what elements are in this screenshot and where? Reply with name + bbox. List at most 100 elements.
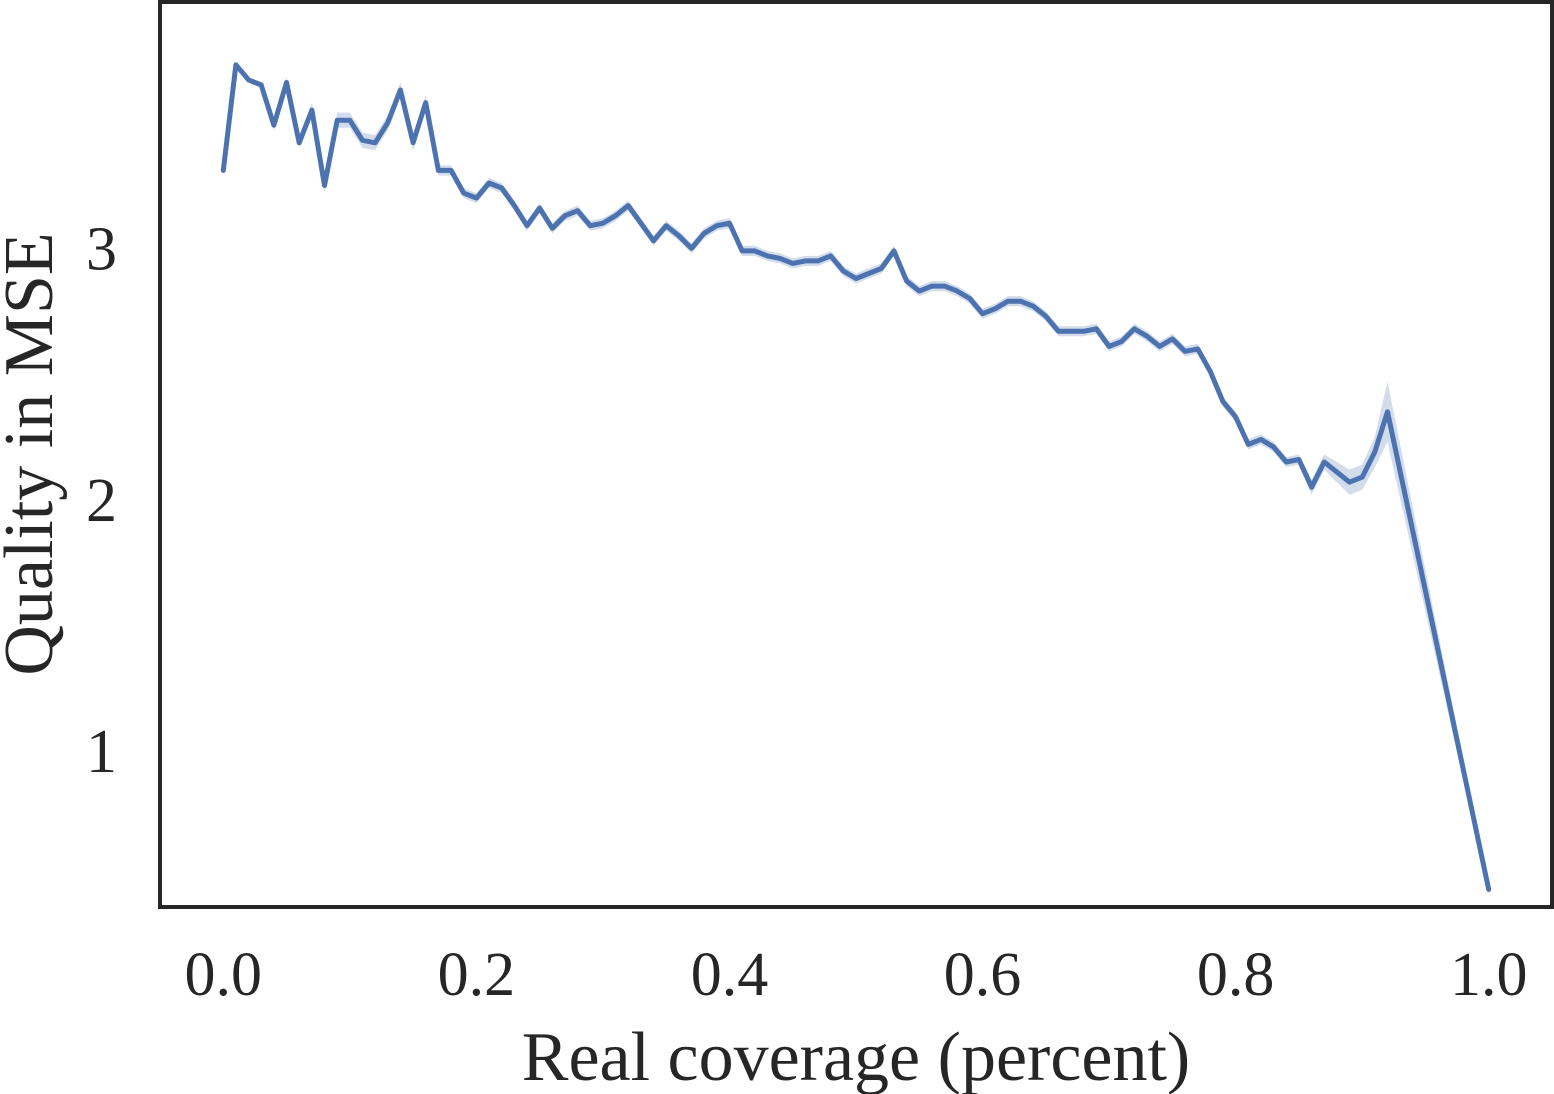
data-point <box>1196 347 1200 351</box>
data-point <box>753 249 757 253</box>
data-point <box>791 261 795 265</box>
data-point <box>512 204 516 208</box>
data-point <box>487 181 491 185</box>
data-point <box>765 254 769 258</box>
data-point <box>272 123 276 127</box>
data-point <box>841 269 845 273</box>
data-point <box>1019 299 1023 303</box>
data-point <box>234 63 238 67</box>
data-point <box>1360 475 1364 479</box>
data-point <box>968 297 972 301</box>
data-point <box>1221 400 1225 404</box>
series-line-layer <box>220 62 1492 892</box>
data-point <box>1107 344 1111 348</box>
data-point <box>1183 349 1187 353</box>
data-point <box>943 284 947 288</box>
data-point <box>892 249 896 253</box>
data-point <box>930 284 934 288</box>
x-tick-label: 0.4 <box>691 941 769 1009</box>
data-point <box>905 279 909 283</box>
data-point <box>449 168 453 172</box>
data-point <box>778 256 782 260</box>
data-point <box>626 204 630 208</box>
y-tick-label: 2 <box>86 467 117 535</box>
data-point <box>462 191 466 195</box>
data-point <box>1094 327 1098 331</box>
data-point <box>728 221 732 225</box>
data-point <box>424 101 428 105</box>
data-point <box>639 221 643 225</box>
data-point <box>993 307 997 311</box>
data-point <box>247 78 251 82</box>
data-point <box>816 259 820 263</box>
data-point <box>1031 304 1035 308</box>
plot-frame <box>158 0 1554 909</box>
data-point <box>297 141 301 145</box>
data-point <box>702 231 706 235</box>
data-point <box>1132 327 1136 331</box>
data-point <box>550 226 554 230</box>
data-point <box>335 118 339 122</box>
data-point <box>1170 337 1174 341</box>
data-point <box>361 138 365 142</box>
x-tick-label: 0.6 <box>944 941 1022 1009</box>
data-point <box>588 224 592 228</box>
x-tick-labels: 0.0 0.2 0.4 0.6 0.8 1.0 <box>185 941 1528 1009</box>
data-point <box>1069 329 1073 333</box>
data-point <box>538 206 542 210</box>
confidence-band-layer <box>223 62 1489 895</box>
data-point <box>1006 299 1010 303</box>
series-line <box>220 62 1492 892</box>
data-point <box>1373 450 1377 454</box>
data-point <box>1044 314 1048 318</box>
data-point <box>373 141 377 145</box>
confidence-band <box>223 62 1489 895</box>
data-point <box>601 221 605 225</box>
data-point <box>1284 460 1288 464</box>
data-point <box>474 196 478 200</box>
data-point <box>981 312 985 316</box>
data-point <box>500 186 504 190</box>
x-tick-label: 0.8 <box>1197 941 1275 1009</box>
data-point <box>1082 329 1086 333</box>
data-point <box>1487 887 1491 891</box>
data-point <box>1120 339 1124 343</box>
data-point <box>1145 334 1149 338</box>
data-point <box>1335 470 1339 474</box>
data-point <box>955 289 959 293</box>
data-point <box>1208 370 1212 374</box>
data-point <box>829 254 833 258</box>
data-point <box>386 121 390 125</box>
data-point <box>867 272 871 276</box>
data-point <box>677 234 681 238</box>
data-point <box>1386 410 1390 414</box>
data-point <box>411 141 415 145</box>
data-point <box>221 168 225 172</box>
data-point <box>1057 329 1061 333</box>
x-tick-label: 1.0 <box>1450 941 1528 1009</box>
data-point <box>1297 458 1301 462</box>
data-point <box>1272 445 1276 449</box>
data-point <box>740 249 744 253</box>
y-tick-label: 1 <box>86 718 117 786</box>
data-point <box>664 224 668 228</box>
data-point <box>614 214 618 218</box>
data-point <box>576 209 580 213</box>
data-point <box>323 184 327 188</box>
data-point <box>1234 415 1238 419</box>
data-point <box>1259 437 1263 441</box>
y-axis-title: Quality in MSE <box>0 232 68 675</box>
data-point <box>715 224 719 228</box>
data-point <box>259 83 263 87</box>
data-point <box>803 259 807 263</box>
data-point <box>563 214 567 218</box>
data-point <box>1246 442 1250 446</box>
x-axis-title: Real coverage (percent) <box>522 1019 1190 1094</box>
y-tick-label: 3 <box>86 215 117 283</box>
data-point <box>525 224 529 228</box>
data-point <box>348 118 352 122</box>
data-point <box>854 277 858 281</box>
data-point <box>310 108 314 112</box>
data-point <box>879 267 883 271</box>
